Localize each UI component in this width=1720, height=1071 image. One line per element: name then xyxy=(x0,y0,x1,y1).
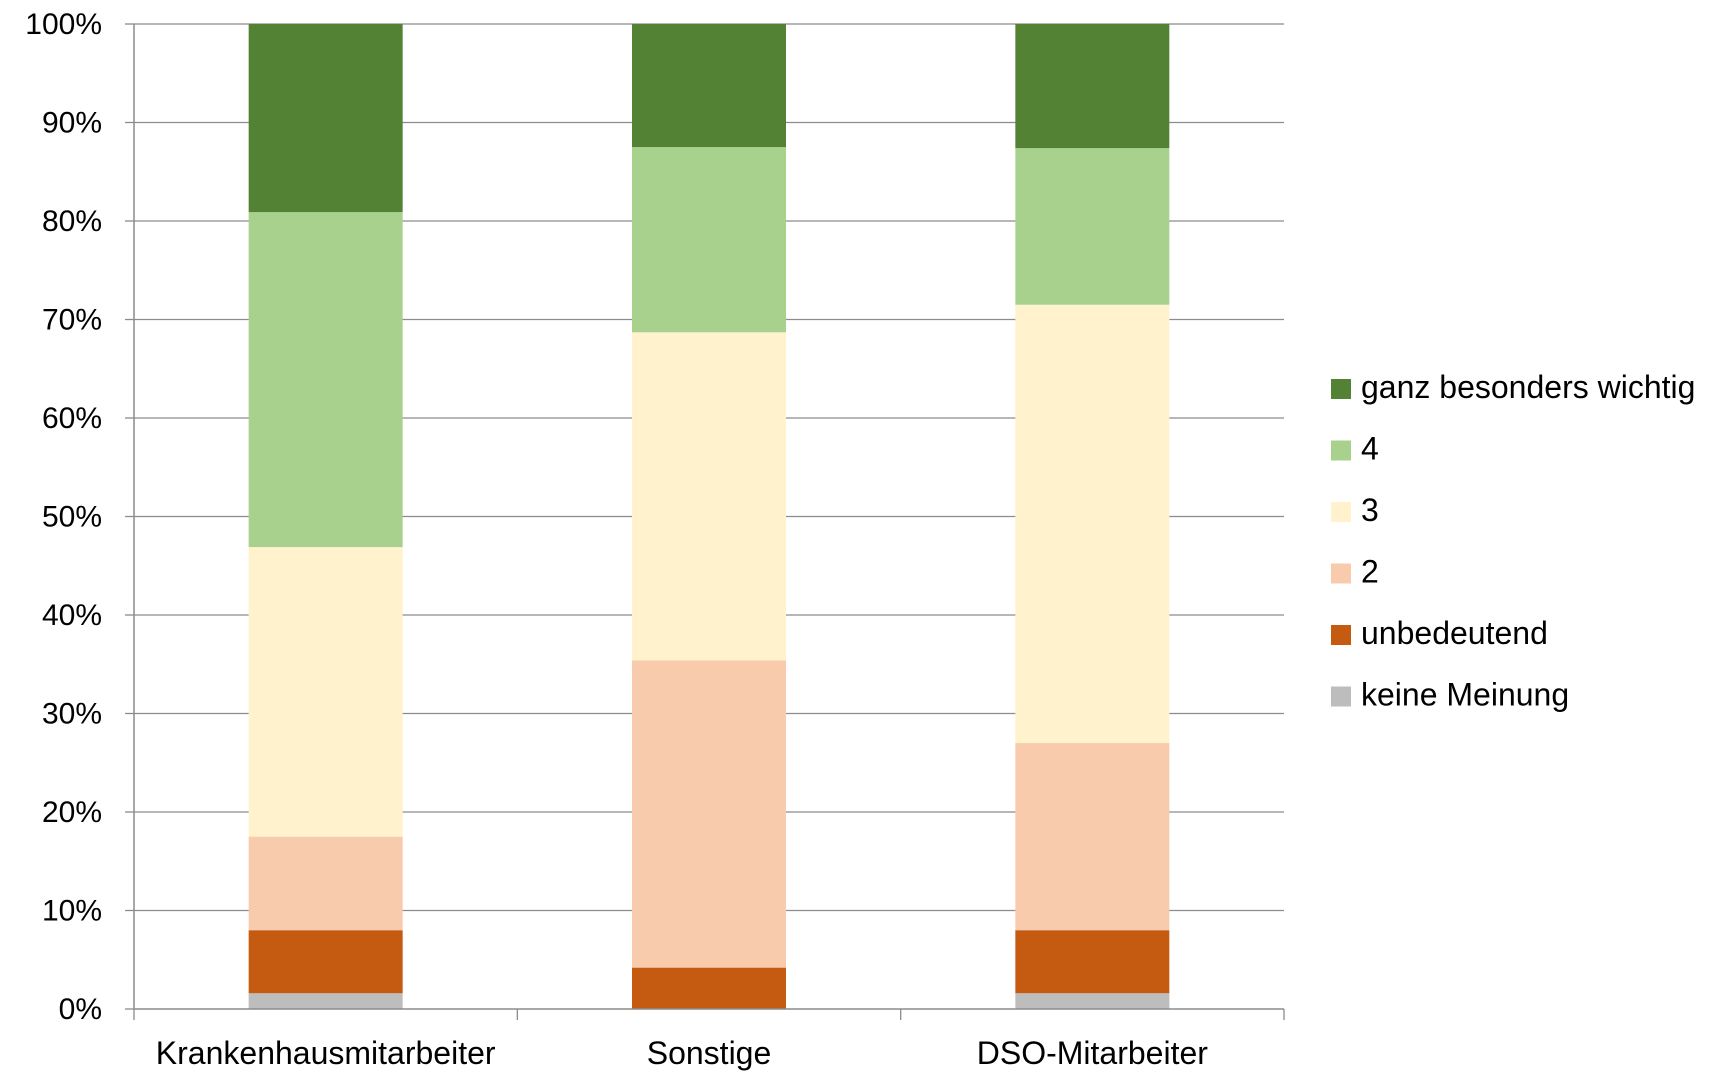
bar-segment xyxy=(1015,148,1170,305)
legend-swatch xyxy=(1331,686,1351,707)
legend-label: keine Meinung xyxy=(1361,677,1569,713)
axes: 0% 10% 20% 30% 40% 50% 60% 70% 80% 90% 100% Kranken… xyxy=(25,8,1285,1071)
y-tick-label: 40% xyxy=(42,599,102,632)
bar-segment xyxy=(248,24,403,213)
legend-label: 2 xyxy=(1361,554,1379,590)
x-category-label: Krankenhausmitarbeiter xyxy=(156,1035,496,1071)
bar-segment xyxy=(248,212,403,548)
y-tick-label: 10% xyxy=(42,895,102,928)
bar-segment xyxy=(248,836,403,931)
legend-label: 3 xyxy=(1361,492,1379,528)
bar-segment xyxy=(1015,304,1170,744)
bar-segment xyxy=(248,547,403,837)
bar-segment xyxy=(632,967,786,1009)
y-tick-label: 60% xyxy=(42,402,102,435)
bar-segment xyxy=(248,993,403,1009)
legend: ganz besonders wichtig 4 3 2 unbedeutend kein… xyxy=(1331,369,1695,713)
legend-swatch xyxy=(1331,502,1351,522)
legend-label: ganz besonders wichtig xyxy=(1361,369,1695,405)
y-tick-label: 20% xyxy=(42,796,102,829)
legend-swatch xyxy=(1331,563,1351,584)
y-tick-label: 70% xyxy=(42,304,102,337)
y-tick-label: 90% xyxy=(42,107,102,140)
y-tick-label: 80% xyxy=(42,205,102,238)
bar-segment xyxy=(632,332,786,661)
y-tick-label: 100% xyxy=(25,8,102,41)
bar-segment xyxy=(1015,743,1170,931)
legend-label: 4 xyxy=(1361,431,1379,467)
bar-segment xyxy=(1015,24,1170,149)
legend-label: unbedeutend xyxy=(1361,615,1548,651)
bar-segment xyxy=(248,930,403,994)
bar-segment xyxy=(1015,993,1170,1009)
bar-segment xyxy=(632,660,786,968)
legend-swatch xyxy=(1331,379,1351,399)
bars xyxy=(248,24,1170,1009)
legend-swatch xyxy=(1331,440,1351,461)
bar-segment xyxy=(632,147,786,333)
y-tick-label: 50% xyxy=(42,501,102,534)
y-tick-label: 30% xyxy=(42,698,102,731)
x-category-label: DSO-Mitarbeiter xyxy=(977,1035,1209,1071)
legend-swatch xyxy=(1331,625,1351,645)
bar-segment xyxy=(632,24,786,148)
y-tick-label: 0% xyxy=(59,993,102,1026)
bar-segment xyxy=(1015,930,1170,994)
x-category-label: Sonstige xyxy=(647,1035,772,1071)
